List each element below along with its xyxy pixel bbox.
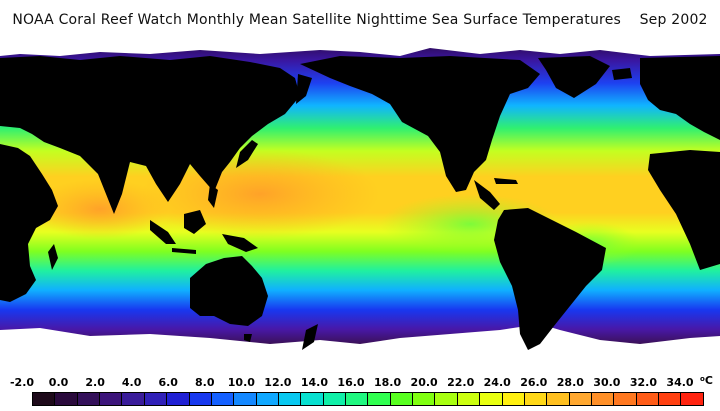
- scale-tick-label: 4.0: [121, 376, 142, 389]
- scale-unit: oC: [700, 374, 713, 387]
- scale-tick-label: 6.0: [158, 376, 178, 389]
- south-america: [494, 208, 606, 350]
- color-bar-swatch: [367, 393, 390, 405]
- africa-west: [648, 150, 720, 270]
- scale-tick-label: 28.0: [556, 376, 584, 389]
- color-bar-swatch: [32, 393, 55, 405]
- new-zealand: [302, 324, 318, 350]
- unit-letter: C: [704, 374, 713, 387]
- arctic-ice: [0, 44, 720, 56]
- scale-tick-label: 18.0: [373, 376, 402, 389]
- scale-tick-label: 16.0: [337, 376, 365, 389]
- new-guinea: [222, 234, 258, 252]
- scale-tick-label: 10.0: [227, 376, 255, 389]
- scale-tick-label: 12.0: [264, 376, 292, 389]
- north-america: [300, 56, 540, 192]
- philippines: [208, 184, 218, 208]
- color-bar-swatch: [613, 393, 636, 405]
- color-bar-swatch: [680, 393, 704, 405]
- central-america: [474, 180, 500, 210]
- greenland: [538, 56, 610, 98]
- eurasia: [0, 56, 300, 214]
- color-bar: [32, 392, 704, 406]
- color-bar-swatch: [166, 393, 189, 405]
- color-bar-swatch: [568, 393, 591, 405]
- java: [172, 248, 196, 254]
- scale-tick-label: 24.0: [483, 376, 511, 389]
- british-isles: [652, 68, 668, 94]
- scale-tick-label: 14.0: [300, 376, 329, 389]
- color-bar-swatch: [143, 393, 167, 405]
- color-bar-swatch: [54, 393, 77, 405]
- scale-tick-label: 0.0: [48, 376, 69, 389]
- scale-tick-label: 8.0: [195, 376, 215, 389]
- color-bar-swatch: [523, 393, 547, 405]
- sumatra: [150, 220, 176, 244]
- color-bar-swatch: [277, 393, 301, 405]
- color-bar-swatch: [434, 393, 457, 405]
- scale-tick-label: 30.0: [593, 376, 621, 389]
- kamchatka: [296, 74, 312, 104]
- tasmania: [244, 334, 252, 342]
- africa: [0, 144, 58, 302]
- iceland: [612, 68, 632, 80]
- color-bar-swatch: [233, 393, 256, 405]
- cuba: [494, 178, 518, 184]
- color-bar-swatch: [389, 393, 413, 405]
- degree-symbol: o: [700, 375, 705, 383]
- color-bar-swatch: [546, 393, 569, 405]
- scale-tick-label: 22.0: [447, 376, 475, 389]
- color-bar-swatch: [255, 393, 278, 405]
- color-bar-swatch: [590, 393, 614, 405]
- color-bar-swatch: [456, 393, 480, 405]
- color-bar-swatch: [300, 393, 323, 405]
- scale-tick-label: 32.0: [629, 376, 658, 389]
- color-bar-swatch: [412, 393, 435, 405]
- color-bar-swatch: [76, 393, 100, 405]
- scale-tick-label: 26.0: [520, 376, 548, 389]
- color-bar-swatch: [658, 393, 681, 405]
- indian-ocean-warm-area: [30, 179, 170, 239]
- color-bar-swatch: [322, 393, 346, 405]
- australia: [190, 256, 268, 326]
- japan: [236, 140, 258, 168]
- color-bar-swatch: [345, 393, 368, 405]
- sst-world-map: [0, 44, 720, 368]
- color-bar-swatch: [121, 393, 144, 405]
- scale-tick-label: 20.0: [410, 376, 438, 389]
- scale-tick-label: -2.0: [9, 376, 35, 389]
- temperature-scale: -2.0 0.0 2.0 4.0 6.0 8.0 10.0 12.0 14.0 16.0 18.0 2…: [0, 374, 720, 411]
- map-title: NOAA Coral Reef Watch Monthly Mean Satel…: [12, 12, 708, 28]
- borneo: [184, 210, 206, 234]
- scale-tick-label: 2.0: [85, 376, 105, 389]
- color-bar-swatch: [210, 393, 234, 405]
- color-bar-swatch: [501, 393, 524, 405]
- color-bar-swatch: [635, 393, 659, 405]
- color-bar-swatch: [479, 393, 502, 405]
- scale-tick-label: 34.0: [666, 376, 694, 389]
- madagascar: [48, 244, 58, 270]
- color-bar-swatch: [99, 393, 122, 405]
- color-bar-swatch: [188, 393, 211, 405]
